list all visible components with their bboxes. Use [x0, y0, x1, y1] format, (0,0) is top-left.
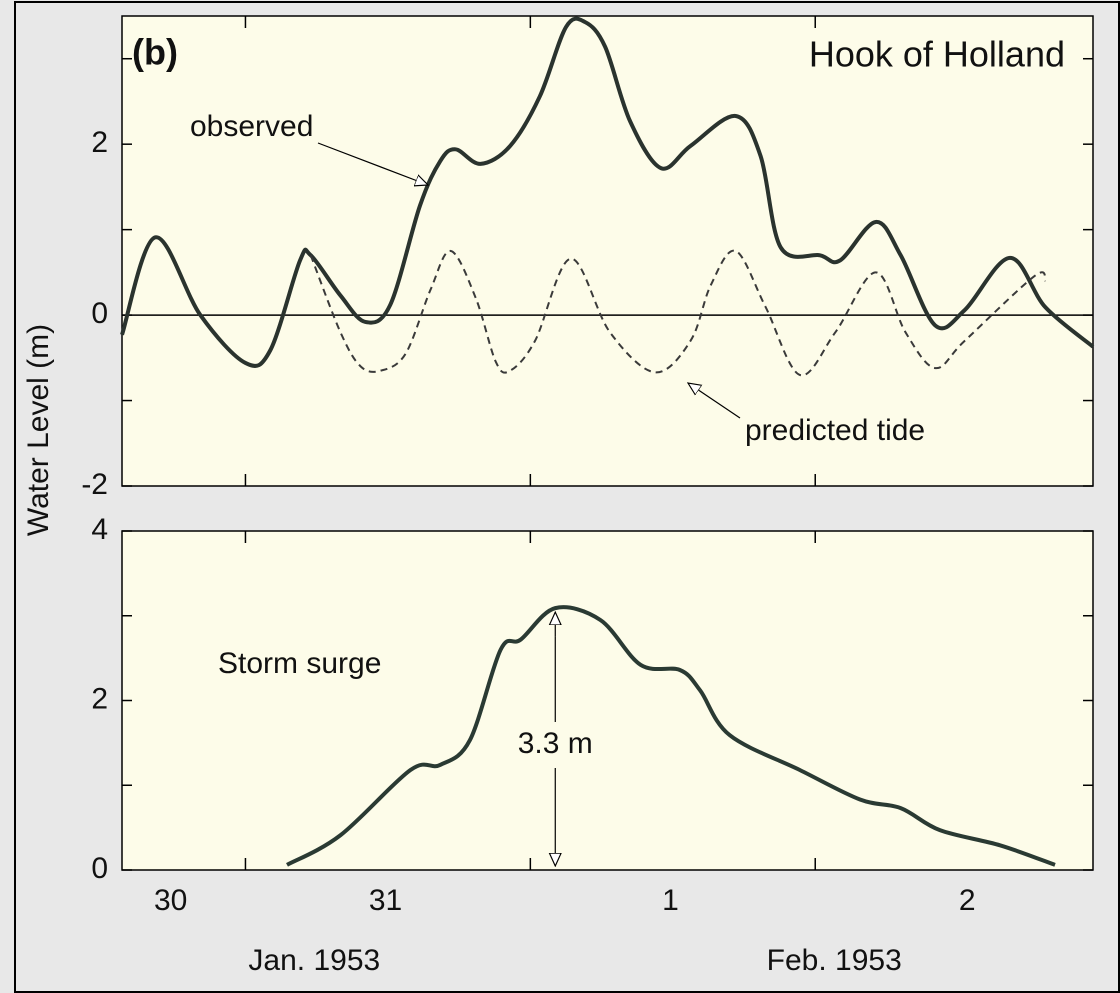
series-line: [120, 16, 1095, 368]
x-tick-label: 1: [662, 884, 679, 917]
chart-title: Hook of Holland: [809, 34, 1065, 75]
y-tick-label: 2: [91, 126, 108, 159]
panel-label: (b): [132, 32, 178, 73]
y-tick-label: -2: [81, 468, 108, 501]
y-tick-label: 4: [91, 513, 108, 546]
x-tick-label: 30: [154, 884, 187, 917]
y-tick-label: 0: [91, 297, 108, 330]
x-tick-label: 31: [369, 884, 402, 917]
series-label: observed: [190, 110, 313, 143]
x-tick-label: 2: [959, 884, 976, 917]
y-tick-label: 2: [91, 682, 108, 715]
annotation-bg: [513, 722, 598, 768]
series-line: [309, 249, 1047, 377]
annotation: 3.3 m: [518, 727, 593, 760]
y-tick-label: 0: [91, 852, 108, 885]
plot-area: [121, 15, 1094, 487]
series-label: predicted tide: [745, 414, 925, 447]
label-arrow: [317, 142, 428, 185]
month-label: Feb. 1953: [767, 944, 902, 977]
month-label: Jan. 1953: [248, 944, 380, 977]
plot-area: [121, 530, 1094, 871]
series-label: Storm surge: [218, 647, 381, 680]
series-line: [286, 605, 1056, 867]
label-arrow: [688, 383, 741, 419]
y-axis-label: Water Level (m): [22, 324, 55, 536]
